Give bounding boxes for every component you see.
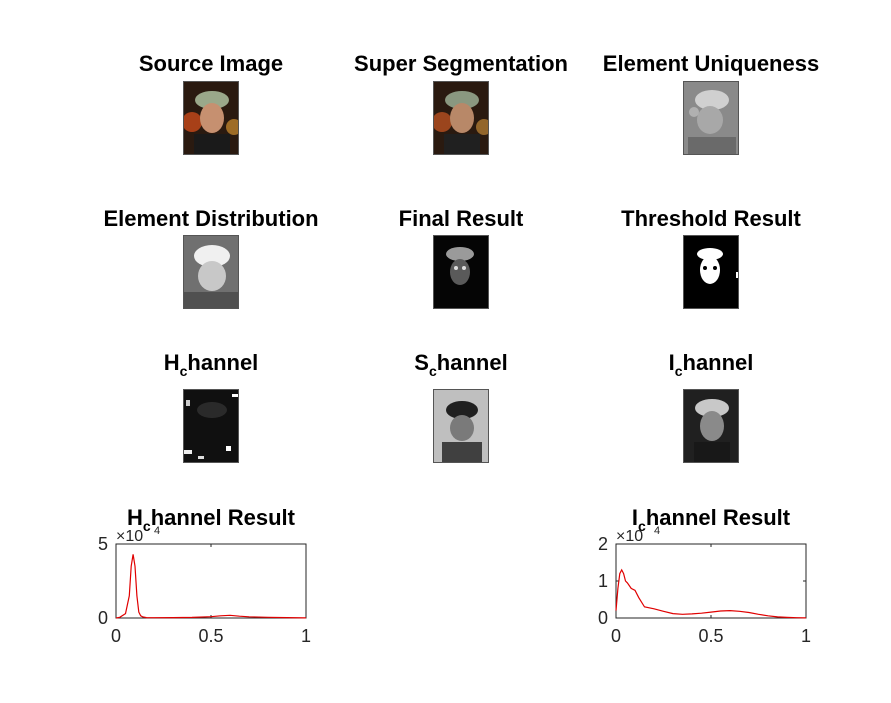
- y-tick-label: 0: [598, 608, 608, 628]
- exponent-label: ×10: [116, 528, 143, 545]
- y-tick-label: 0: [98, 608, 108, 628]
- y-tick-label: 1: [598, 571, 608, 591]
- s-channel-title: Schannel: [414, 350, 508, 379]
- exponent-power: 4: [654, 525, 660, 537]
- x-tick-label: 1: [301, 626, 311, 646]
- plot-area: [615, 543, 807, 619]
- element-distribution-image: [183, 235, 239, 309]
- h-channel-result-chart: 0 0.5 1 0 5 ×10 4: [98, 525, 311, 646]
- threshold-result-title: Threshold Result: [621, 206, 801, 231]
- x-tick-label: 0.5: [698, 626, 723, 646]
- exponent-power: 4: [154, 525, 160, 537]
- element-distribution-title: Element Distribution: [103, 206, 319, 231]
- h-channel-result-title: Hchannel Result: [127, 505, 295, 534]
- source-image: [183, 81, 239, 155]
- s-channel-image: [433, 389, 489, 463]
- i-channel-image: [683, 389, 739, 463]
- i-channel-title: Ichannel: [668, 350, 754, 379]
- y-tick-label: 2: [598, 534, 608, 554]
- h-channel-title: Hchannel: [163, 350, 259, 379]
- x-tick-label: 1: [801, 626, 811, 646]
- series-line: [115, 554, 307, 619]
- i-channel-result-chart: 0 0.5 1 0 1 2 ×10 4: [598, 525, 811, 646]
- h-channel-image: [183, 389, 239, 463]
- source-image-title: Source Image: [138, 51, 284, 76]
- final-result-title: Final Result: [398, 206, 524, 231]
- i-channel-result-title: Ichannel Result: [631, 505, 791, 534]
- x-tick-label: 0.5: [198, 626, 223, 646]
- plot-area: [115, 543, 307, 619]
- element-uniqueness-image: [683, 81, 739, 155]
- x-tick-label: 0: [611, 626, 621, 646]
- super-segmentation-title: Super Segmentation: [354, 51, 568, 76]
- y-tick-label: 5: [98, 534, 108, 554]
- series-line: [615, 568, 807, 619]
- exponent-label: ×10: [616, 528, 643, 545]
- final-result-image: [433, 235, 489, 309]
- x-tick-label: 0: [111, 626, 121, 646]
- threshold-result-image: [683, 235, 739, 309]
- super-segmentation-image: [433, 81, 489, 155]
- element-uniqueness-title: Element Uniqueness: [602, 51, 820, 76]
